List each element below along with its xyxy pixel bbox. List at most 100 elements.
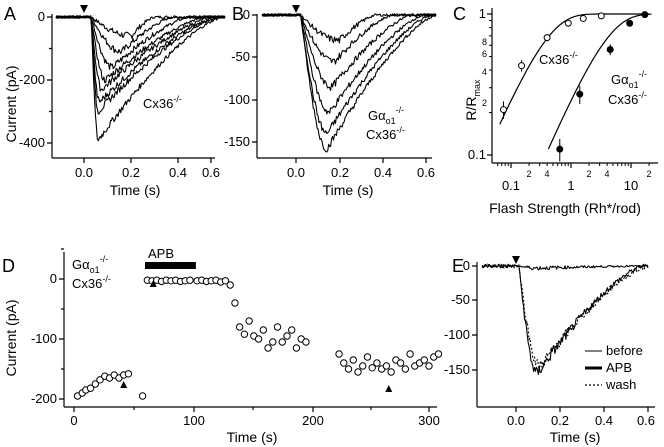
c-ticks <box>487 13 650 168</box>
c-xminor-2: 2 <box>586 169 591 179</box>
d-point-32 <box>235 323 244 331</box>
e-ytick-3: -150 <box>444 362 470 377</box>
d-point-3 <box>86 384 95 392</box>
d-ytick-0: 0 <box>50 271 57 286</box>
d-sample-marker-icon-1 <box>149 280 157 287</box>
b-xtick-0: 0.0 <box>287 165 305 180</box>
e-legend-before: before <box>606 343 643 358</box>
d-point-22 <box>186 276 194 284</box>
d-apb-bar <box>145 262 196 269</box>
d-point-52 <box>359 362 367 370</box>
d-point-37 <box>259 326 268 334</box>
d-point-62 <box>406 350 414 358</box>
d-point-12 <box>138 392 147 400</box>
d-point-33 <box>240 330 249 338</box>
c-yminor-6: 6 <box>482 49 487 59</box>
c-fit-cx36 <box>499 13 650 125</box>
c-point-0-5 <box>597 12 605 20</box>
panel-e: E 0 -50 -100 -150 0.0 0.2 0.4 0.6 Time (… <box>444 256 655 445</box>
a-xtick-1: 0.2 <box>122 165 140 180</box>
b-xtick-1: 0.2 <box>331 165 349 180</box>
c-yminor-2: 2 <box>482 98 487 108</box>
panel-label-a: A <box>4 4 16 24</box>
panel-c: C R/Rmax 1 0.1 0.1 1 10 2 4 6 8 2 4 2 4 … <box>453 4 658 216</box>
c-yminor-8: 8 <box>482 37 487 47</box>
a-xtick-0: 0.0 <box>75 165 93 180</box>
panel-label-e: E <box>452 256 464 276</box>
d-point-41 <box>278 338 286 346</box>
b-trace-1 <box>261 13 436 65</box>
a-flash-marker-icon <box>80 5 88 13</box>
b-ytick-3: -150 <box>224 134 250 149</box>
d-point-61 <box>401 365 410 373</box>
d-sample-marker-icon-2 <box>385 385 393 392</box>
d-genotype-line2: Cx36-/- <box>72 274 111 291</box>
d-point-53 <box>363 353 372 361</box>
a-xlabel: Time (s) <box>110 182 161 198</box>
b-ytick-0: 0 <box>243 7 250 22</box>
c-series2-line2: Cx36-/- <box>608 90 647 107</box>
e-xtick-2: 0.4 <box>595 413 613 428</box>
d-plot <box>73 276 443 400</box>
d-point-29 <box>221 277 230 285</box>
a-genotype: Cx36-/- <box>143 94 182 111</box>
c-xtick-0: 0.1 <box>502 178 520 193</box>
a-xtick-2: 0.4 <box>169 165 187 180</box>
d-ytick-1: -100 <box>31 331 57 346</box>
panel-b: B 0 -50 -100 -150 0.0 0.2 0.4 0.6 Time (… <box>224 4 437 198</box>
c-point-0-1 <box>518 62 526 70</box>
c-point-1-4 <box>641 11 649 19</box>
c-xminor-1: 4 <box>544 169 549 179</box>
d-xtick-1: 100 <box>183 413 205 428</box>
panel-a: A Current (pA) 0 -200 -400 0.0 0.2 0.4 0… <box>3 4 226 198</box>
d-ylabel: Current (pA) <box>3 299 19 376</box>
a-ylabel: Current (pA) <box>3 65 19 142</box>
b-traces <box>261 13 437 153</box>
b-xtick-3: 0.6 <box>417 165 435 180</box>
e-ytick-1: -50 <box>451 292 470 307</box>
d-apb-label: APB <box>148 246 174 261</box>
e-flash-marker-icon <box>512 256 520 264</box>
b-trace-5 <box>261 13 437 153</box>
c-point-1-3 <box>626 19 634 27</box>
c-xtick-1: 1 <box>567 178 574 193</box>
d-point-40 <box>273 323 282 331</box>
d-xtick-0: 0 <box>70 413 77 428</box>
d-sample-marker-icon-0 <box>120 381 128 388</box>
d-point-50 <box>349 356 357 364</box>
d-point-51 <box>354 368 362 376</box>
b-genotype-line2: Cx36-/- <box>366 125 405 142</box>
b-ytick-1: -50 <box>231 49 250 64</box>
d-point-39 <box>269 338 277 346</box>
c-point-1-1 <box>576 90 584 98</box>
d-point-48 <box>340 359 348 367</box>
c-point-1-0 <box>556 145 564 153</box>
d-point-44 <box>292 344 301 352</box>
d-ytick-2: -200 <box>31 391 57 406</box>
e-traces <box>481 263 649 375</box>
d-point-57 <box>382 362 391 370</box>
c-yminor-4: 4 <box>482 67 487 77</box>
b-genotype-line1: Gαo1-/- <box>368 105 404 126</box>
d-point-30 <box>226 281 234 289</box>
d-genotype-line1: Gαo1-/- <box>72 254 108 275</box>
panel-label-b: B <box>232 4 244 24</box>
a-trace-3 <box>55 15 226 84</box>
c-point-0-3 <box>564 19 572 27</box>
e-trace-wash <box>481 263 649 372</box>
d-point-31 <box>231 299 239 307</box>
e-xtick-3: 0.6 <box>637 413 655 428</box>
d-xtick-3: 300 <box>418 413 440 428</box>
e-xtick-1: 0.2 <box>551 413 569 428</box>
d-xlabel: Time (s) <box>227 429 278 445</box>
d-point-47 <box>335 350 343 358</box>
d-point-4 <box>91 380 100 388</box>
d-point-11 <box>124 370 133 378</box>
e-xlabel: Time (s) <box>550 429 601 445</box>
d-point-43 <box>288 326 296 334</box>
d-point-54 <box>368 364 376 372</box>
d-point-46 <box>302 338 310 346</box>
e-ytick-2: -100 <box>444 327 470 342</box>
c-xtick-2: 10 <box>624 178 638 193</box>
d-point-65 <box>420 356 428 364</box>
